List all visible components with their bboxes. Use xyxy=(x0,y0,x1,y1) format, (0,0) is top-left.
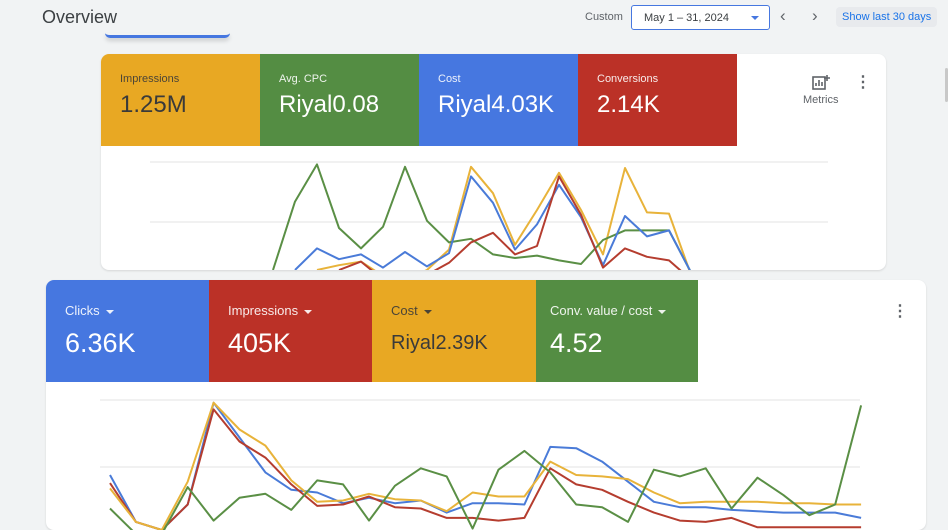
metric-value: Riyal0.08 xyxy=(279,91,380,118)
metric-value: Riyal2.39K xyxy=(391,332,488,354)
metric-tile-impressions[interactable]: Impressions 405K xyxy=(209,280,372,382)
metrics-button[interactable]: Metrics xyxy=(803,74,838,106)
metric-label: Clicks xyxy=(65,303,100,318)
dropdown-icon[interactable] xyxy=(423,309,432,314)
series-line-cost xyxy=(109,401,862,530)
date-range-value: May 1 – 31, 2024 xyxy=(644,12,730,24)
metric-tile-clicks[interactable]: Clicks 6.36K xyxy=(46,280,209,382)
metric-tile-avg-cpc[interactable]: Avg. CPC Riyal0.08 xyxy=(260,54,419,146)
series-line-clicks xyxy=(109,401,862,530)
series-line-avg-cpc xyxy=(272,163,691,270)
metric-label: Conversions xyxy=(597,73,659,85)
next-period-button[interactable]: › xyxy=(812,6,818,25)
dropdown-icon[interactable] xyxy=(304,309,313,314)
metric-label: Impressions xyxy=(228,303,299,318)
series-line-impressions xyxy=(109,408,862,530)
show-last-30-days-button[interactable]: Show last 30 days xyxy=(836,7,938,27)
metric-label: Conv. value / cost xyxy=(550,303,653,318)
overview-chart-card-2: Clicks 6.36K Impressions 405K Cost Riyal2.3… xyxy=(46,280,926,530)
metric-label: Cost xyxy=(391,303,418,318)
series-line-conv-value-cost xyxy=(109,405,863,530)
scrollbar[interactable] xyxy=(945,68,948,102)
range-type-label: Custom xyxy=(585,11,623,23)
metric-tile-cost[interactable]: Cost Riyal2.39K xyxy=(372,280,536,382)
dropdown-caret-icon xyxy=(751,16,759,20)
more-options-button[interactable]: ⋮ xyxy=(892,303,908,320)
overview-chart-card-1: Impressions 1.25M Avg. CPC Riyal0.08 Cost R… xyxy=(101,54,886,270)
dropdown-icon[interactable] xyxy=(105,309,114,314)
metric-label: Avg. CPC xyxy=(279,73,328,85)
date-range-picker[interactable]: May 1 – 31, 2024 xyxy=(631,5,770,30)
metric-tile-conversions[interactable]: Conversions 2.14K xyxy=(578,54,737,146)
metric-tile-impressions[interactable]: Impressions 1.25M xyxy=(101,54,260,146)
metric-label: Cost xyxy=(438,73,461,85)
metrics-label: Metrics xyxy=(803,94,839,106)
metric-value: 4.52 xyxy=(550,328,603,358)
series-line-conversions xyxy=(338,260,373,270)
more-options-button[interactable]: ⋮ xyxy=(855,74,871,91)
series-line-impressions xyxy=(316,165,691,270)
add-chart-icon xyxy=(811,75,830,90)
active-tab-indicator xyxy=(105,33,230,38)
previous-period-button[interactable]: ‹ xyxy=(780,6,786,25)
line-chart-2 xyxy=(100,399,863,530)
metric-label: Impressions xyxy=(120,73,180,85)
metric-value: 405K xyxy=(228,328,292,358)
series-line-cost xyxy=(294,175,691,270)
series-line-conversions xyxy=(433,175,682,270)
page-title: Overview xyxy=(42,7,118,27)
line-chart-1 xyxy=(150,161,828,270)
metric-tile-conv-value-cost[interactable]: Conv. value / cost 4.52 xyxy=(536,280,698,382)
dropdown-icon[interactable] xyxy=(658,309,667,314)
metric-value: Riyal4.03K xyxy=(438,91,555,118)
metric-value: 1.25M xyxy=(120,91,187,118)
metric-value: 2.14K xyxy=(597,91,660,118)
metric-tile-cost[interactable]: Cost Riyal4.03K xyxy=(419,54,578,146)
metric-value: 6.36K xyxy=(65,328,136,358)
